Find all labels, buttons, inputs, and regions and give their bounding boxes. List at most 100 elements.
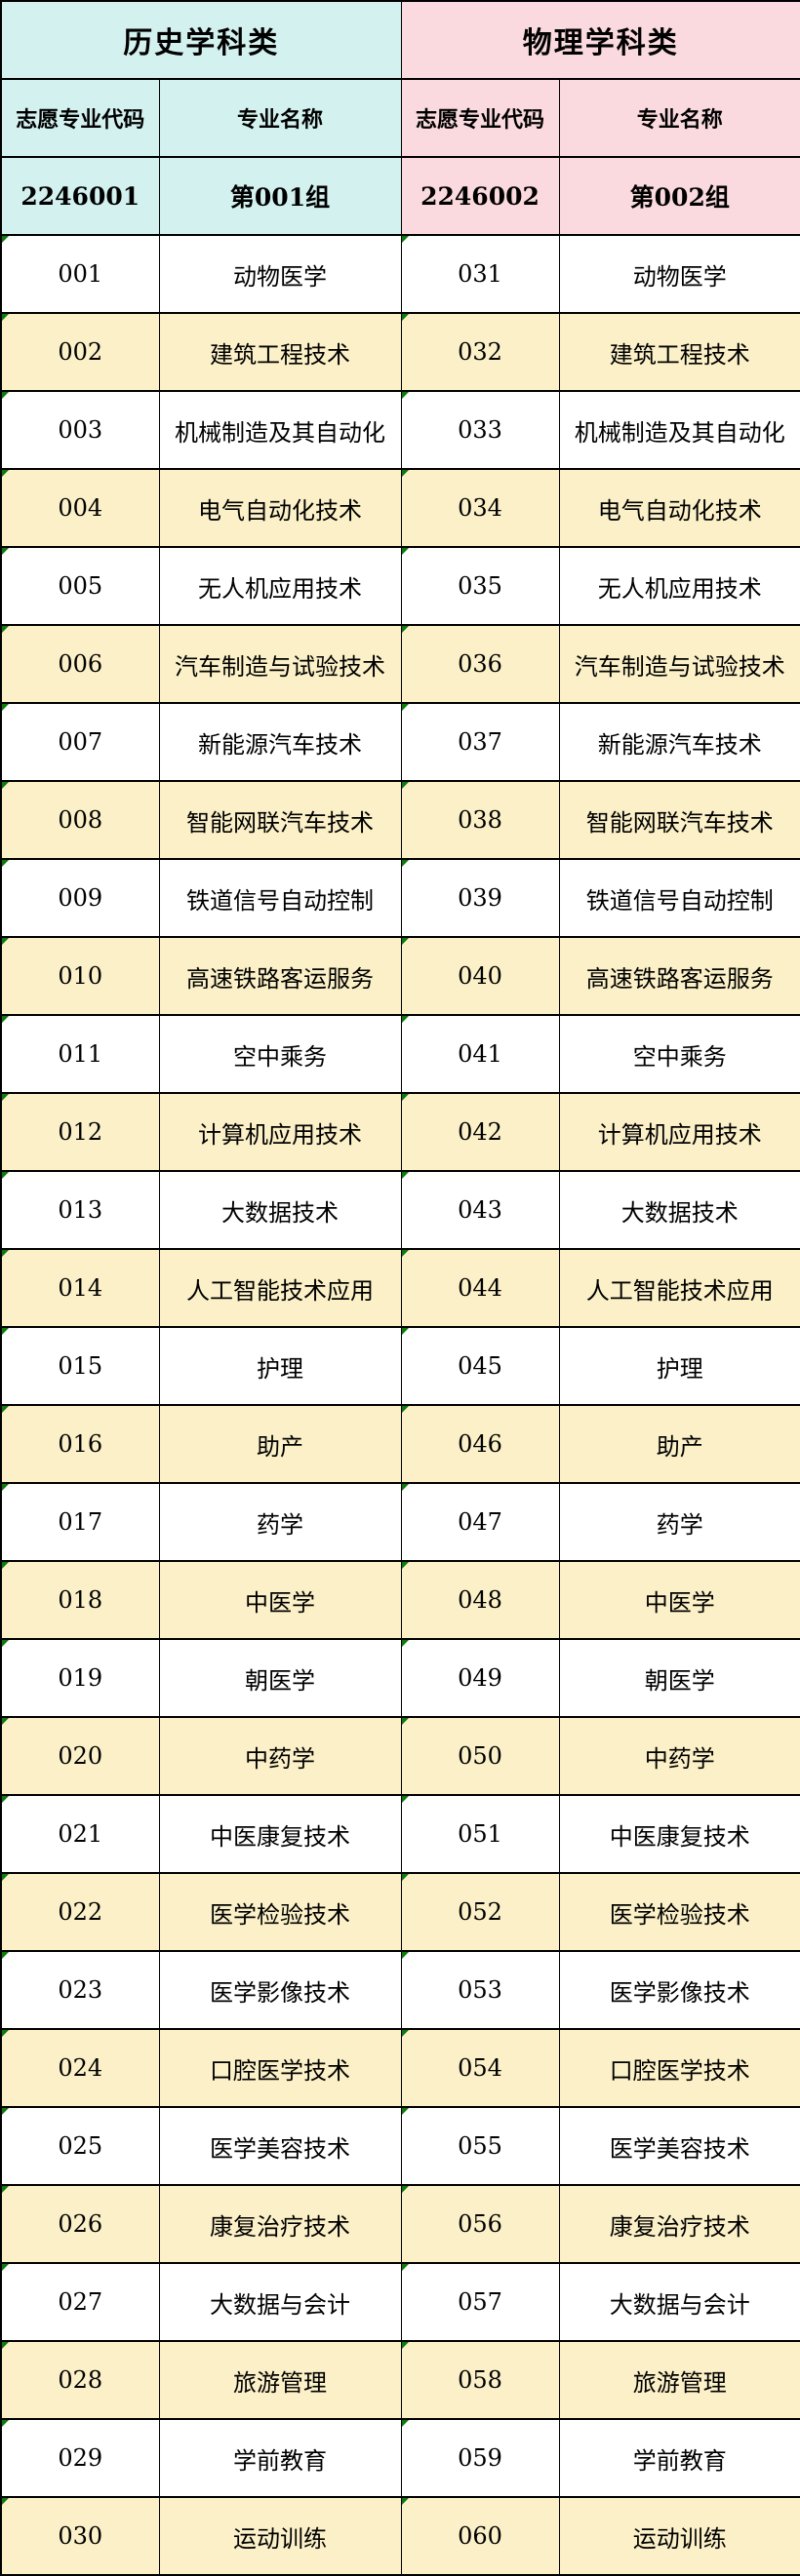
- major-name-text: 中医康复技术: [210, 1822, 350, 1851]
- major-code-text: 022: [58, 1898, 103, 1926]
- major-code-text: 050: [458, 1742, 502, 1770]
- major-name-cell: 医学检验技术: [558, 1872, 800, 1952]
- major-name-text: 药学: [656, 1510, 703, 1539]
- major-name-cell: 高速铁路客运服务: [558, 936, 800, 1016]
- table-row: 025 医学美容技术 055 医学美容技术: [0, 2106, 800, 2186]
- major-name-cell: 运动训练: [558, 2496, 800, 2576]
- major-code-cell: 043: [400, 1170, 560, 1250]
- major-code-cell: 045: [400, 1326, 560, 1406]
- cell-corner-flag-icon: [2, 939, 9, 945]
- major-code-cell: 003: [0, 390, 160, 470]
- major-code-cell: 032: [400, 312, 560, 392]
- major-name-cell: 无人机应用技术: [158, 546, 402, 626]
- table-row: 015 护理 045 护理: [0, 1326, 800, 1406]
- table-row: 020 中药学 050 中药学: [0, 1716, 800, 1796]
- major-code-text: 038: [458, 806, 502, 834]
- table-row: 004 电气自动化技术 034 电气自动化技术: [0, 468, 800, 548]
- major-code-cell: 025: [0, 2106, 160, 2186]
- major-name-text: 空中乘务: [632, 1042, 727, 1071]
- cell-corner-flag-icon: [402, 549, 409, 555]
- major-name-cell: 计算机应用技术: [158, 1092, 402, 1172]
- major-name-text: 朝医学: [644, 1666, 715, 1695]
- major-name-text: 机械制造及其自动化: [574, 418, 785, 447]
- major-code-text: 003: [58, 416, 103, 444]
- major-name-cell: 护理: [558, 1326, 800, 1406]
- major-code-text: 039: [458, 884, 502, 912]
- cell-corner-flag-icon: [2, 2343, 9, 2349]
- major-name-cell: 人工智能技术应用: [158, 1248, 402, 1328]
- major-code-text: 028: [58, 2366, 103, 2394]
- major-name-text: 医学影像技术: [210, 1978, 350, 2007]
- group-row: 2246001 第001组 2246002 第002组: [0, 156, 800, 236]
- major-code-text: 049: [458, 1664, 502, 1692]
- major-name-text: 旅游管理: [632, 2368, 727, 2397]
- major-name-cell: 无人机应用技术: [558, 546, 800, 626]
- major-code-text: 031: [458, 260, 502, 288]
- major-name-text: 智能网联汽车技术: [585, 808, 774, 837]
- cell-corner-flag-icon: [2, 1797, 9, 1803]
- major-name-text: 康复治疗技术: [210, 2212, 350, 2241]
- cell-corner-flag-icon: [402, 1953, 409, 1959]
- physics-code-column-header: 志愿专业代码: [400, 78, 560, 158]
- major-code-cell: 017: [0, 1482, 160, 1562]
- major-code-text: 027: [58, 2288, 103, 2316]
- major-code-text: 010: [58, 962, 103, 990]
- major-code-cell: 038: [400, 780, 560, 860]
- major-name-cell: 运动训练: [158, 2496, 402, 2576]
- cell-corner-flag-icon: [402, 2109, 409, 2115]
- major-code-text: 043: [458, 1196, 502, 1224]
- major-code-cell: 011: [0, 1014, 160, 1094]
- cell-corner-flag-icon: [2, 1485, 9, 1491]
- major-code-cell: 041: [400, 1014, 560, 1094]
- cell-corner-flag-icon: [402, 1485, 409, 1491]
- major-name-text: 运动训练: [233, 2524, 327, 2553]
- major-code-text: 009: [58, 884, 103, 912]
- major-code-text: 051: [458, 1820, 502, 1848]
- major-name-text: 动物医学: [233, 262, 327, 291]
- cell-corner-flag-icon: [402, 1797, 409, 1803]
- major-name-cell: 助产: [558, 1404, 800, 1484]
- major-name-text: 无人机应用技术: [597, 574, 762, 603]
- major-code-text: 035: [458, 572, 502, 600]
- major-name-text: 中医学: [644, 1588, 715, 1617]
- major-code-text: 030: [58, 2522, 103, 2550]
- cell-corner-flag-icon: [2, 2499, 9, 2505]
- major-name-cell: 口腔医学技术: [558, 2028, 800, 2108]
- major-code-cell: 044: [400, 1248, 560, 1328]
- major-name-cell: 动物医学: [558, 234, 800, 314]
- physics-group-name: 第002组: [558, 156, 800, 236]
- table-row: 029 学前教育 059 学前教育: [0, 2418, 800, 2498]
- major-name-text: 口腔医学技术: [609, 2056, 750, 2085]
- major-code-text: 020: [58, 1742, 103, 1770]
- cell-corner-flag-icon: [402, 1173, 409, 1179]
- major-name-text: 助产: [257, 1432, 303, 1461]
- table-row: 011 空中乘务 041 空中乘务: [0, 1014, 800, 1094]
- table-row: 017 药学 047 药学: [0, 1482, 800, 1562]
- major-code-cell: 036: [400, 624, 560, 704]
- major-name-cell: 汽车制造与试验技术: [158, 624, 402, 704]
- major-code-cell: 019: [0, 1638, 160, 1718]
- major-code-cell: 001: [0, 234, 160, 314]
- major-code-cell: 035: [400, 546, 560, 626]
- major-code-cell: 021: [0, 1794, 160, 1874]
- major-name-text: 计算机应用技术: [597, 1120, 762, 1149]
- cell-corner-flag-icon: [2, 1875, 9, 1881]
- major-code-cell: 040: [400, 936, 560, 1016]
- major-name-text: 中医学: [245, 1588, 315, 1617]
- major-name-text: 建筑工程技术: [210, 340, 350, 369]
- cell-corner-flag-icon: [2, 2109, 9, 2115]
- major-code-text: 021: [58, 1820, 103, 1848]
- major-name-cell: 药学: [558, 1482, 800, 1562]
- major-name-cell: 电气自动化技术: [158, 468, 402, 548]
- major-code-cell: 009: [0, 858, 160, 938]
- cell-corner-flag-icon: [402, 1329, 409, 1335]
- major-name-text: 医学检验技术: [210, 1900, 350, 1929]
- major-code-text: 052: [458, 1898, 502, 1926]
- table-row: 009 铁道信号自动控制 039 铁道信号自动控制: [0, 858, 800, 938]
- major-code-text: 014: [58, 1274, 103, 1302]
- major-name-text: 大数据技术: [221, 1198, 339, 1227]
- major-code-cell: 054: [400, 2028, 560, 2108]
- major-name-text: 医学美容技术: [609, 2134, 750, 2163]
- major-code-text: 012: [58, 1118, 103, 1146]
- major-name-text: 药学: [257, 1510, 303, 1539]
